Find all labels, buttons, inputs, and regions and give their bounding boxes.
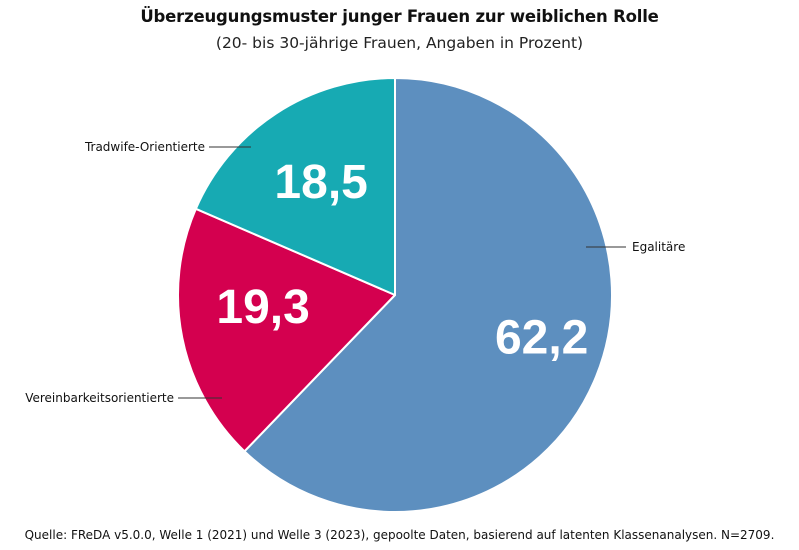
chart-source-note: Quelle: FReDA v5.0.0, Welle 1 (2021) und… [24,528,775,542]
pie-slice-tradwife-orientierte [194,77,396,296]
category-label-egalitaere: Egalitäre [632,240,685,254]
category-label-tradwife-orientierte: Tradwife-Orientierte [84,140,205,154]
category-label-vereinbarkeitsorientierte: Vereinbarkeitsorientierte [25,391,174,405]
chart-title: Überzeugungsmuster junger Frauen zur wei… [140,7,659,26]
pie-slice-egalitaere [243,77,613,513]
chart-subtitle: (20- bis 30-jährige Frauen, Angaben in P… [215,34,584,52]
value-label-vereinbarkeitsorientierte: 19,3 [216,281,309,334]
pie-slice-vereinbarkeitsorientierte [177,207,396,453]
value-label-egalitaere: 62,2 [495,312,588,365]
value-label-tradwife-orientierte: 18,5 [274,156,367,209]
